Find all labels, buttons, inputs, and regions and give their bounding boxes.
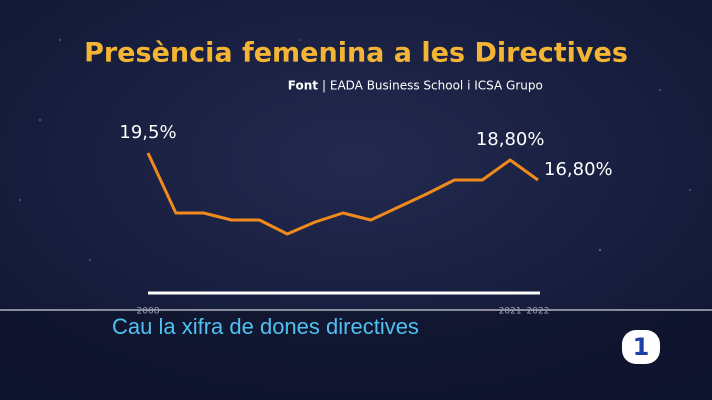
value-label: 16,80% [544,159,613,180]
stars [19,39,691,261]
ticker-band [0,310,712,400]
source: | EADA Business School i ICSA Grupo [322,79,543,93]
source-label: Font [288,79,318,93]
logo: 1 [633,333,650,361]
line [146,152,539,236]
value-label: 19,5% [119,122,176,143]
chart-title: Presència femenina a les Directives [84,38,628,69]
headline: Cau la xifra de dones directives [112,314,419,339]
x-tick-label: 2021 [499,307,522,317]
logo-badge [622,330,660,364]
value-label: 18,80% [476,129,545,150]
x-tick-label: 2022 [527,307,550,317]
x-tick-label: 2008 [137,307,160,317]
